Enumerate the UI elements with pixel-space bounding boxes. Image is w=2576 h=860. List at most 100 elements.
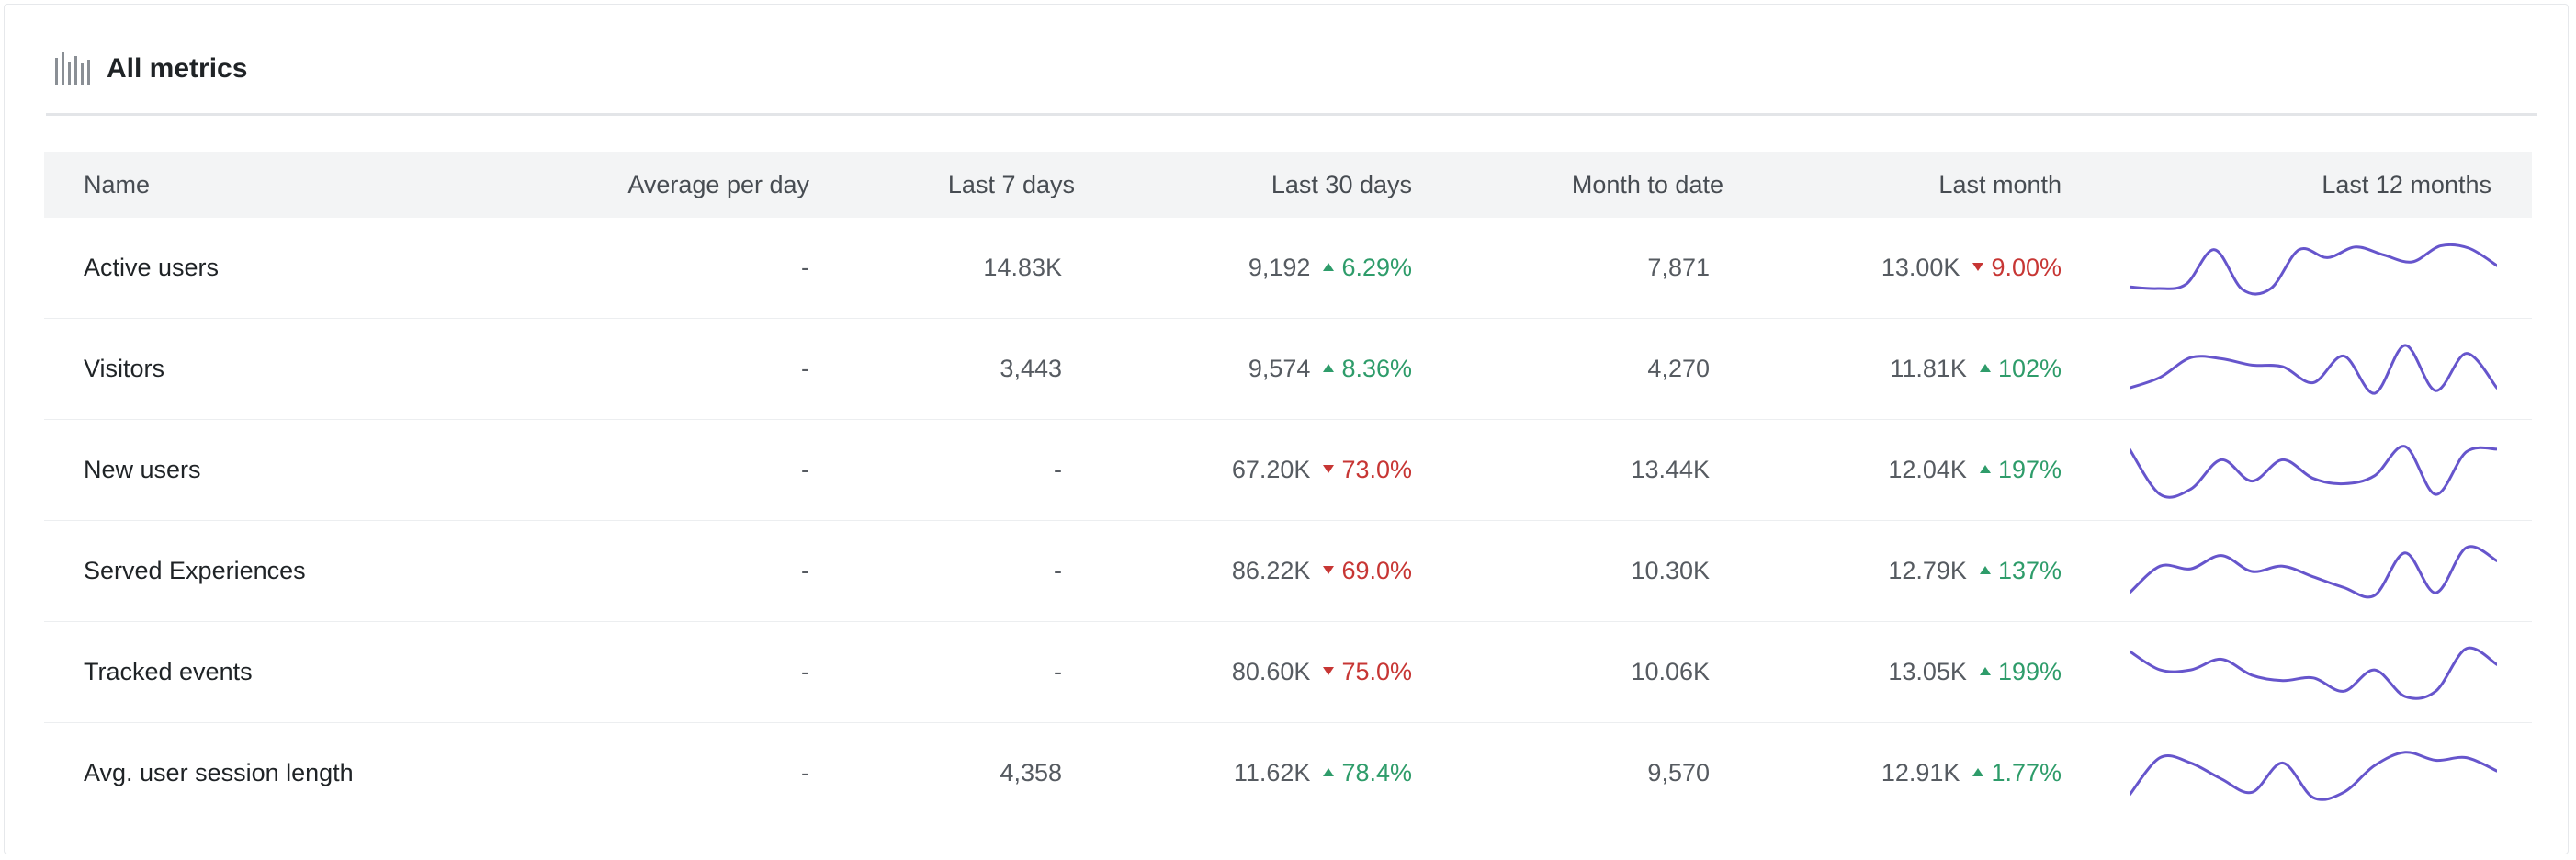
metric-name[interactable]: Active users bbox=[84, 254, 220, 281]
change-value: 102% bbox=[1997, 355, 2062, 382]
change-value: 199% bbox=[1997, 658, 2062, 685]
change-value: 9.00% bbox=[1991, 254, 2062, 281]
month-to-date-value: 7,871 bbox=[1647, 254, 1710, 281]
triangle-down-icon bbox=[1972, 263, 1984, 272]
average-per-day-value: - bbox=[801, 254, 809, 281]
metric-name[interactable]: Visitors bbox=[84, 355, 165, 382]
column-header-last-month[interactable]: Last month bbox=[1938, 171, 2062, 198]
column-header-month-to-date[interactable]: Month to date bbox=[1571, 171, 1723, 198]
last-month-cell: 13.00K 9.00% bbox=[1881, 218, 2062, 318]
last-month-change: 197% bbox=[1979, 420, 2062, 520]
change-value: 69.0% bbox=[1341, 557, 1412, 584]
metric-name[interactable]: Avg. user session length bbox=[84, 759, 354, 786]
last-month-value: 11.81K bbox=[1890, 355, 1967, 382]
change-value: 197% bbox=[1997, 456, 2062, 483]
average-per-day-value: - bbox=[801, 658, 809, 685]
average-per-day-value: - bbox=[801, 355, 809, 382]
last-30-days-cell: 11.62K 78.4% bbox=[1234, 723, 1412, 823]
triangle-up-icon bbox=[1979, 465, 1991, 474]
change-value: 8.36% bbox=[1341, 355, 1412, 382]
table-row[interactable]: Served Experiences - - 86.22K 69.0% 10.30… bbox=[44, 521, 2532, 622]
triangle-up-icon bbox=[1972, 768, 1984, 777]
change-value: 78.4% bbox=[1341, 759, 1412, 786]
last-month-cell: 12.79K 137% bbox=[1888, 521, 2062, 621]
change-value: 137% bbox=[1997, 557, 2062, 584]
last-month-change: 199% bbox=[1979, 622, 2062, 722]
metric-name[interactable]: New users bbox=[84, 456, 201, 483]
month-to-date-value: 4,270 bbox=[1647, 355, 1710, 382]
last-30-days-value: 11.62K bbox=[1233, 759, 1311, 786]
sparkline-path bbox=[2130, 545, 2497, 599]
table-row[interactable]: Active users - 14.83K 9,192 6.29% 7,871 1… bbox=[44, 218, 2532, 319]
column-header-last-12-months[interactable]: Last 12 months bbox=[2322, 171, 2491, 198]
last-7-days-value: - bbox=[1054, 658, 1062, 685]
sparkline-last-12-months[interactable] bbox=[2130, 741, 2497, 806]
last-7-days-value: 3,443 bbox=[1000, 355, 1062, 382]
metrics-table-body: Active users - 14.83K 9,192 6.29% 7,871 1… bbox=[44, 218, 2532, 823]
last-month-change: 102% bbox=[1979, 319, 2062, 419]
last-month-value: 12.91K bbox=[1881, 759, 1960, 786]
sparkline-path bbox=[2130, 646, 2497, 700]
triangle-down-icon bbox=[1323, 667, 1335, 676]
column-header-last-7-days[interactable]: Last 7 days bbox=[947, 171, 1075, 198]
last-month-cell: 13.05K 199% bbox=[1888, 622, 2062, 722]
last-30-days-value: 9,574 bbox=[1248, 355, 1311, 382]
table-row[interactable]: Tracked events - - 80.60K 75.0% 10.06K 13… bbox=[44, 622, 2532, 723]
last-30-days-value: 9,192 bbox=[1248, 254, 1311, 281]
last-month-change: 137% bbox=[1979, 521, 2062, 621]
sparkline-last-12-months[interactable] bbox=[2130, 640, 2497, 705]
last-30-days-change: 6.29% bbox=[1323, 218, 1412, 318]
last-7-days-value: 14.83K bbox=[983, 254, 1062, 281]
last-30-days-value: 80.60K bbox=[1231, 658, 1311, 685]
last-30-days-change: 69.0% bbox=[1323, 521, 1412, 621]
triangle-down-icon bbox=[1323, 566, 1335, 575]
last-7-days-value: 4,358 bbox=[1000, 759, 1062, 786]
change-value: 1.77% bbox=[1991, 759, 2062, 786]
last-month-cell: 11.81K 102% bbox=[1890, 319, 2062, 419]
sparkline-last-12-months[interactable] bbox=[2130, 337, 2497, 402]
triangle-up-icon bbox=[1323, 364, 1335, 373]
panel-title: All metrics bbox=[107, 53, 248, 84]
last-month-value: 13.00K bbox=[1881, 254, 1960, 281]
table-row[interactable]: Visitors - 3,443 9,574 8.36% 4,270 11.81K… bbox=[44, 319, 2532, 420]
last-month-change: 9.00% bbox=[1972, 218, 2062, 318]
month-to-date-value: 10.06K bbox=[1631, 658, 1710, 685]
table-row[interactable]: Avg. user session length - 4,358 11.62K 7… bbox=[44, 723, 2532, 823]
last-month-value: 13.05K bbox=[1888, 658, 1967, 685]
last-30-days-cell: 67.20K 73.0% bbox=[1232, 420, 1412, 520]
last-month-value: 12.79K bbox=[1888, 557, 1967, 584]
triangle-up-icon bbox=[1323, 768, 1335, 777]
change-value: 73.0% bbox=[1341, 456, 1412, 483]
sparkline-path bbox=[2130, 243, 2497, 296]
last-30-days-change: 8.36% bbox=[1323, 319, 1412, 419]
last-30-days-cell: 86.22K 69.0% bbox=[1232, 521, 1412, 621]
column-header-last-30-days[interactable]: Last 30 days bbox=[1271, 171, 1412, 198]
column-header-average-per-day[interactable]: Average per day bbox=[627, 171, 809, 198]
last-month-cell: 12.04K 197% bbox=[1888, 420, 2062, 520]
last-30-days-cell: 9,574 8.36% bbox=[1248, 319, 1412, 419]
last-30-days-cell: 9,192 6.29% bbox=[1248, 218, 1412, 318]
sparkline-last-12-months[interactable] bbox=[2130, 236, 2497, 300]
metric-name[interactable]: Served Experiences bbox=[84, 557, 306, 584]
last-30-days-value: 67.20K bbox=[1231, 456, 1311, 483]
sparkline-path bbox=[2130, 344, 2497, 395]
average-per-day-value: - bbox=[801, 456, 809, 483]
last-month-change: 1.77% bbox=[1972, 723, 2062, 823]
change-value: 6.29% bbox=[1341, 254, 1412, 281]
last-30-days-value: 86.22K bbox=[1231, 557, 1311, 584]
last-30-days-change: 78.4% bbox=[1323, 723, 1412, 823]
month-to-date-value: 10.30K bbox=[1631, 557, 1710, 584]
metric-name[interactable]: Tracked events bbox=[84, 658, 253, 685]
average-per-day-value: - bbox=[801, 557, 809, 584]
last-30-days-cell: 80.60K 75.0% bbox=[1232, 622, 1412, 722]
table-row[interactable]: New users - - 67.20K 73.0% 13.44K 12.04K 1… bbox=[44, 420, 2532, 521]
triangle-up-icon bbox=[1979, 667, 1991, 676]
change-value: 75.0% bbox=[1341, 658, 1412, 685]
sparkline-last-12-months[interactable] bbox=[2130, 438, 2497, 503]
month-to-date-value: 13.44K bbox=[1631, 456, 1710, 483]
panel-header: All metrics bbox=[46, 25, 2537, 116]
triangle-down-icon bbox=[1323, 465, 1335, 474]
all-metrics-panel: All metrics bbox=[4, 4, 2569, 854]
sparkline-last-12-months[interactable] bbox=[2130, 539, 2497, 604]
column-header-name[interactable]: Name bbox=[84, 171, 151, 198]
